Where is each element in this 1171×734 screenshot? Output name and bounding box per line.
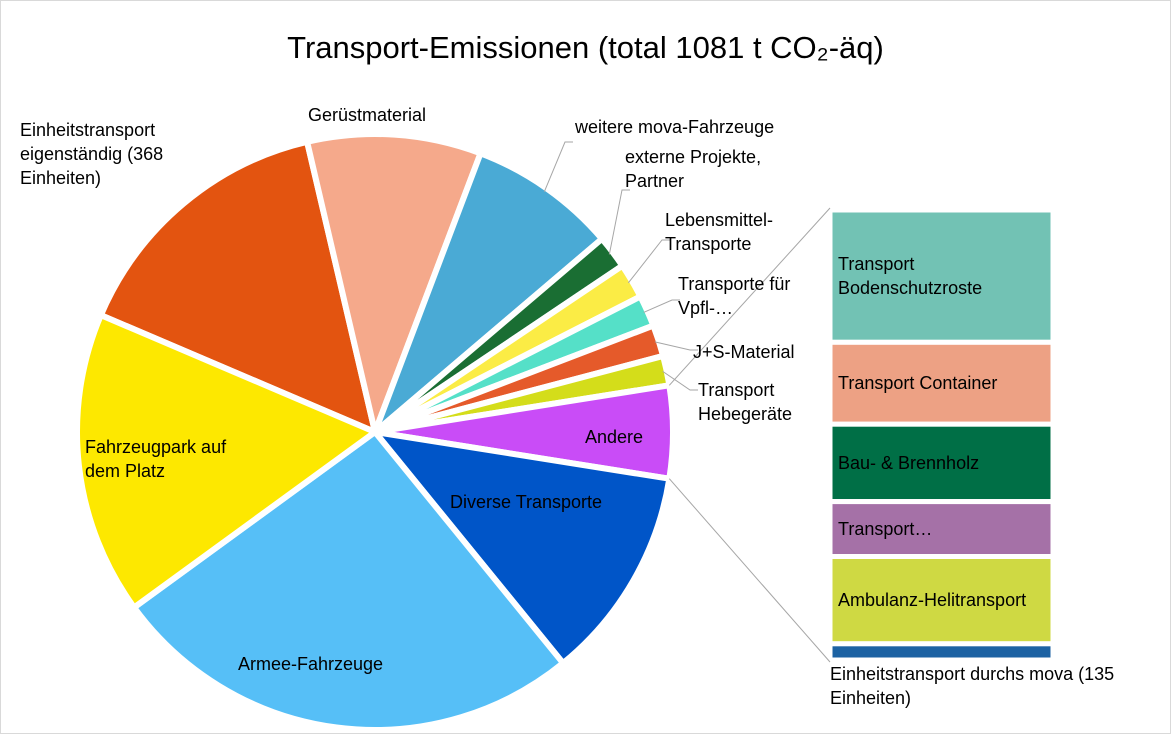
data-label: Diverse Transporte	[450, 492, 603, 512]
pie-slice	[367, 427, 673, 668]
chart-title: Transport-Emissionen (total 1081 t CO₂-ä…	[287, 30, 884, 65]
leader-line	[627, 239, 670, 284]
leader-line	[543, 141, 573, 192]
bar-segment	[827, 641, 1056, 663]
data-label: weitere mova-Fahrzeuge	[575, 117, 775, 137]
leader-line	[654, 341, 698, 351]
pie-slice	[129, 427, 568, 733]
data-label: Ambulanz-Helitransport	[838, 590, 1027, 611]
leader-line	[643, 299, 680, 313]
connector-line	[668, 478, 831, 663]
data-label: Transport Container	[838, 373, 998, 394]
data-label: Bau- & Brennholz	[838, 452, 980, 473]
data-label: Transport Bodenschutzroste	[838, 254, 983, 299]
data-label: Gerüstmaterial	[308, 105, 427, 125]
bar-segment	[827, 421, 1056, 505]
data-label: Armee-Fahrzeuge	[238, 654, 384, 674]
leader-line	[662, 370, 698, 391]
data-label: Einheitstransport eigenständig (368 Einh…	[20, 120, 164, 188]
leader-line	[608, 189, 630, 255]
pie-slice	[303, 131, 485, 443]
data-label: externe Projekte, Partner	[625, 147, 762, 191]
data-label: Andere	[585, 427, 644, 447]
connector-line	[668, 207, 831, 386]
bar-segment	[827, 339, 1056, 427]
data-label: Transport Hebegeräte	[698, 380, 793, 424]
data-label: Transporte für Vpfl-…	[678, 274, 791, 318]
data-label: Lebensmittel-Transporte	[665, 210, 774, 254]
data-label: Transport…	[838, 519, 933, 540]
pie-slice	[96, 138, 380, 438]
data-label: J+S-Material	[693, 342, 795, 362]
data-label: Einheitstransport durchs mova (135 Einhe…	[830, 664, 1115, 708]
data-label: Fahrzeugpark auf dem Platz	[85, 437, 227, 481]
pie-slice	[74, 311, 382, 612]
pie-slice	[372, 149, 607, 435]
